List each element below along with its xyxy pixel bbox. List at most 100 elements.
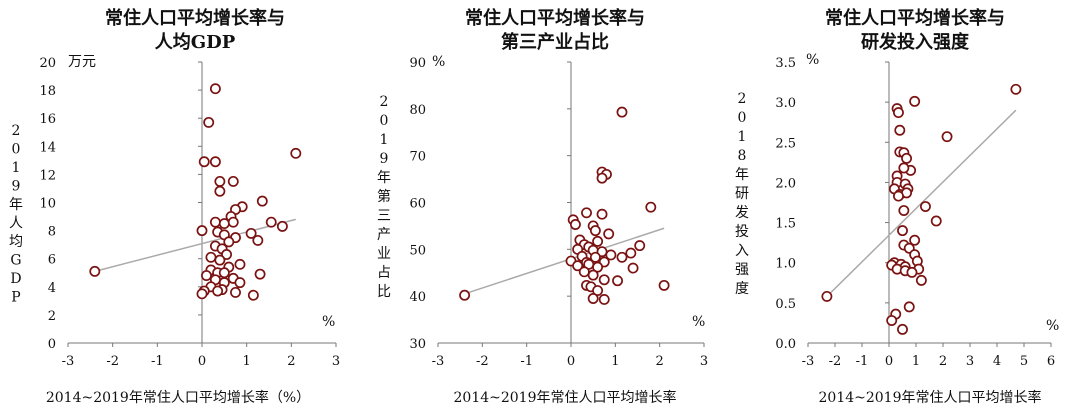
scatter-point <box>587 293 599 304</box>
scatter-point <box>598 293 610 305</box>
scatter-point <box>245 227 257 239</box>
y-axis-label-char: 1 <box>380 132 389 148</box>
y-tick-label: 6 <box>48 253 56 268</box>
scatter-point <box>214 254 226 266</box>
x-tick-label: 0 <box>567 354 575 369</box>
scatter-point <box>589 251 601 263</box>
scatter-point <box>218 218 230 230</box>
y-tick-label: 0.0 <box>775 337 796 352</box>
scatter-point <box>227 175 239 187</box>
trend-line <box>94 218 296 273</box>
scatter-point <box>265 216 277 228</box>
y-tick-label: 0.5 <box>775 297 796 312</box>
scatter-point <box>901 152 913 164</box>
scatter-point <box>898 162 910 174</box>
scatter-point <box>214 175 226 187</box>
chart-title-line1: 常住人口平均增长率与 <box>825 7 1005 29</box>
y-axis-label-char: 年 <box>377 170 391 186</box>
scatter-point <box>909 95 921 107</box>
chart-panel-rd: 常住人口平均增长率与 研发投入强度 % % 2014~2019年常住人口平均增长… <box>735 7 1059 406</box>
scatter-point <box>596 208 608 220</box>
y-tick-label: 90 <box>409 56 426 71</box>
scatter-point <box>254 268 266 280</box>
y-tick-label: 80 <box>409 103 426 118</box>
y-tick-label: 4 <box>48 281 56 296</box>
y-tick-label: 70 <box>409 150 426 165</box>
y-axis-label-char: 年 <box>9 197 23 213</box>
x-tick-label: 0 <box>885 354 893 369</box>
y-axis-label-char: 产 <box>377 227 391 243</box>
y-axis-label-char: 2 <box>738 91 747 107</box>
y-axis-label-char: 9 <box>12 179 21 195</box>
x-tick-label: -2 <box>106 354 119 369</box>
y-axis-label-char: 人 <box>9 216 23 232</box>
y-axis-label-char: 年 <box>735 167 749 183</box>
scatter-point <box>906 266 918 278</box>
scatter-point <box>605 249 617 261</box>
y-tick-label: 1.5 <box>775 217 796 232</box>
x-tick-label: 3 <box>966 354 974 369</box>
y-axis-label-char: 发 <box>735 205 749 221</box>
y-tick-label: 1.0 <box>775 257 796 272</box>
y-axis-label-char: 2 <box>380 94 389 110</box>
scatter-point <box>893 107 904 119</box>
y-axis-label-char: 8 <box>738 148 747 164</box>
scatter-point <box>1010 83 1022 95</box>
y-tick-label: 30 <box>409 337 426 352</box>
x-tick-label: 1 <box>243 354 251 369</box>
scatter-point <box>227 216 239 228</box>
y-axis-label-char: 入 <box>735 243 749 259</box>
chart-title-line1: 常住人口平均增长率与 <box>105 7 285 29</box>
scatter-point <box>616 106 628 118</box>
chart-title-line2: 人均GDP <box>155 31 236 53</box>
y-axis-label-char: 占 <box>377 265 391 281</box>
x-tick-label: 2 <box>939 354 947 369</box>
y-tick-label: 18 <box>39 84 56 99</box>
y-axis-label-char: 1 <box>738 129 747 145</box>
y-axis-label-char: 第 <box>377 188 391 205</box>
x-unit-label: % <box>692 314 705 330</box>
scatter-point <box>603 228 615 240</box>
x-unit-label: % <box>1046 318 1059 334</box>
chart-panel-tertiary: 常住人口平均增长率与 第三产业占比 % % 2014~2019年常住人口平均增长… <box>377 7 708 406</box>
y-axis-label-char: 强 <box>735 262 749 278</box>
x-tick-label: 3 <box>332 354 340 369</box>
scatter-point <box>897 323 908 335</box>
y-tick-label: 2.5 <box>775 136 796 151</box>
scatter-point <box>201 270 212 282</box>
scatter-point <box>821 290 833 302</box>
y-axis-label-char: 投 <box>735 224 749 240</box>
scatter-point <box>592 261 604 273</box>
x-axis-label: 2014~2019年常住人口平均增长率 <box>454 389 677 406</box>
chart-title-line1: 常住人口平均增长率与 <box>465 7 645 29</box>
scatter-point <box>569 219 581 230</box>
x-tick-label: 1 <box>611 354 619 369</box>
y-axis-label-char: 研 <box>735 186 749 202</box>
scatter-point <box>581 207 592 219</box>
x-tick-label: 1 <box>912 354 920 369</box>
scatter-point <box>625 247 637 259</box>
y-axis-label-char: G <box>10 253 21 269</box>
scatter-point <box>634 240 646 252</box>
y-tick-label: 2.0 <box>775 176 796 191</box>
scatter-point <box>578 266 590 278</box>
y-tick-label: 12 <box>39 168 56 183</box>
scatter-point <box>589 225 601 237</box>
scatter-point <box>592 285 604 296</box>
x-tick-label: -1 <box>151 354 164 369</box>
x-tick-label: 3 <box>700 354 708 369</box>
y-axis-label-char: 1 <box>12 160 21 176</box>
x-tick-label: 5 <box>1020 354 1028 369</box>
y-axis-label-char: 三 <box>377 208 391 224</box>
scatter-point <box>252 234 264 246</box>
x-tick-label: -2 <box>476 354 489 369</box>
x-tick-label: -1 <box>856 354 869 369</box>
scatter-point <box>290 147 302 159</box>
x-tick-label: -3 <box>432 354 445 369</box>
y-axis-label-char: 0 <box>12 142 21 158</box>
chart-panel-gdp: 常住人口平均增长率与 人均GDP 万元 % 2014~2019年常住人口平均增长… <box>9 7 340 406</box>
